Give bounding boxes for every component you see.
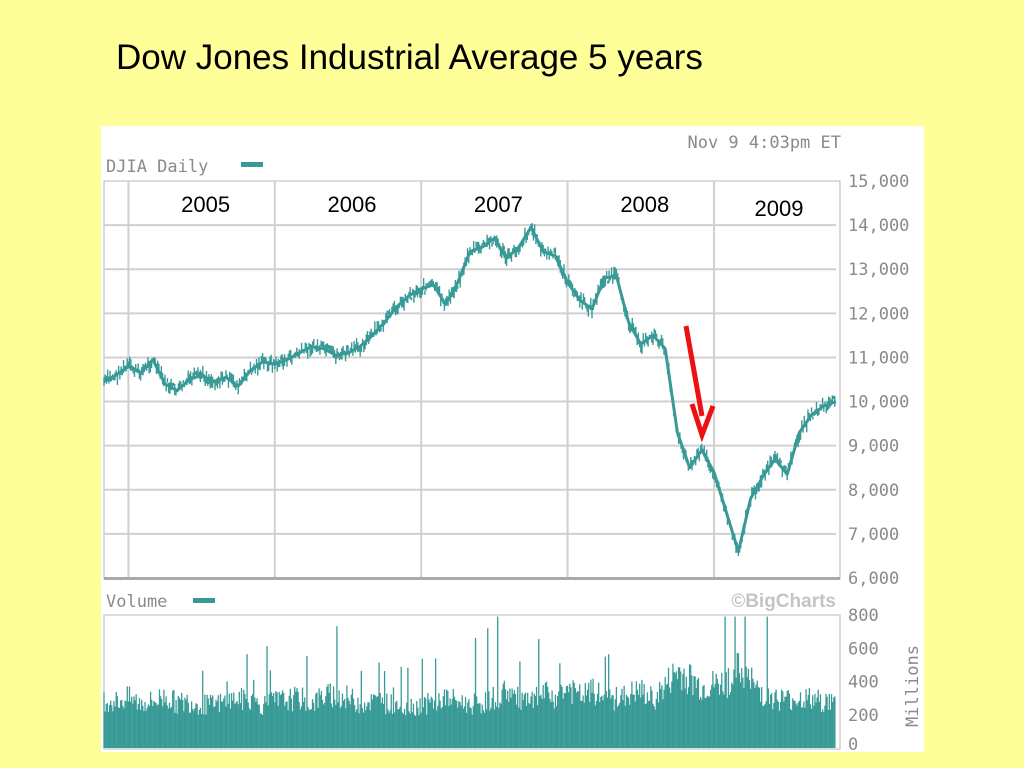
price-tick-label: 15,000 [848,172,909,192]
djia-chart: Nov 9 4:03pm ET DJIA Daily 2005 2006 2007 2… [103,133,923,752]
price-tick-label: 9,000 [848,437,899,457]
arrow-head [689,403,716,443]
price-series [103,223,837,557]
price-tick-label: 10,000 [848,393,909,413]
price-tick-label: 14,000 [848,216,909,236]
volume-tick-label: 600 [848,639,879,659]
price-tick-label: 6,000 [848,569,899,589]
red-arrow-annotation [683,325,716,443]
price-tick-label: 13,000 [848,260,909,280]
year-label: 2008 [620,192,669,217]
price-plot-baseline [104,577,840,580]
year-label: 2007 [474,192,523,217]
bigcharts-watermark: ©BigCharts [731,591,836,612]
volume-tick-label: 800 [848,606,879,626]
price-tick-label: 7,000 [848,525,899,545]
volume-tick-label: 400 [848,673,879,693]
volume-axis-label: Millions [903,645,923,727]
arrow-shaft [683,325,705,417]
year-label: 2006 [328,192,377,217]
price-plot-frame [103,180,841,580]
volume-series [103,616,836,748]
year-labels: 2005 2006 2007 2008 2009 [181,192,803,221]
volume-tick-label: 200 [848,706,879,726]
price-tick-labels: 6,000 7,000 8,000 9,000 10,000 11,000 12,000 13… [848,172,909,589]
price-tick-label: 12,000 [848,304,909,324]
volume-legend-label: Volume [106,592,167,612]
price-tick-label: 11,000 [848,348,909,368]
year-label: 2009 [755,196,804,221]
volume-legend-swatch [193,598,215,603]
volume-tick-labels: 0 200 400 600 800 [848,606,879,752]
chart-timestamp: Nov 9 4:03pm ET [687,133,841,153]
price-line [103,225,837,554]
volume-tick-label: 0 [848,735,858,752]
price-legend-swatch [241,162,263,167]
chart-panel: Nov 9 4:03pm ET DJIA Daily 2005 2006 2007 2… [101,126,924,752]
price-tick-label: 8,000 [848,481,899,501]
year-label: 2005 [181,192,230,217]
slide-title: Dow Jones Industrial Average 5 years [116,38,703,77]
price-legend-label: DJIA Daily [106,157,208,177]
